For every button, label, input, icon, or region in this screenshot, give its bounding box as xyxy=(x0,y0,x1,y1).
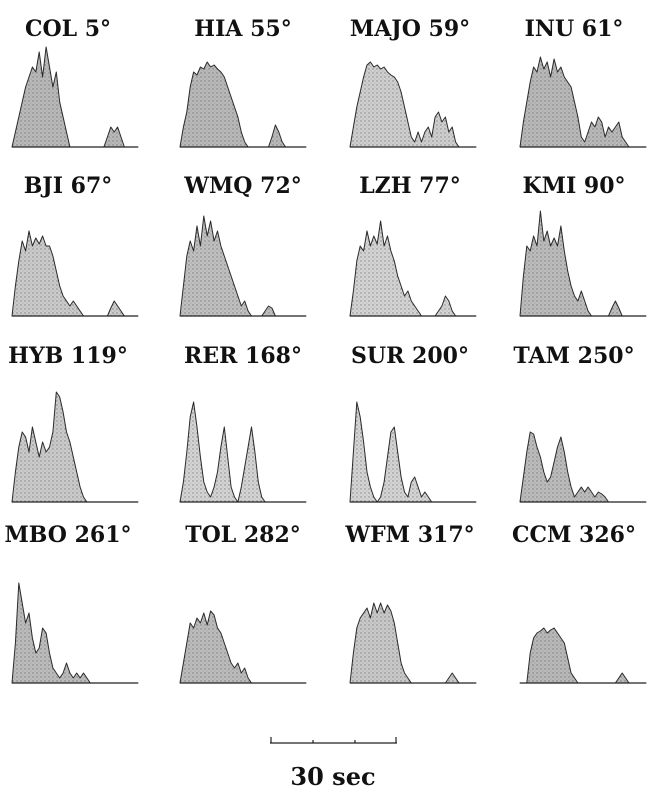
station-label: TOL 282° xyxy=(185,522,301,548)
waveform-area xyxy=(180,611,306,683)
waveform-trace xyxy=(519,431,647,503)
waveform-trace xyxy=(349,220,477,317)
waveform-area xyxy=(180,62,306,147)
station-label: CCM 326° xyxy=(512,522,636,548)
station-label: WFM 317° xyxy=(344,522,474,548)
waveform-trace xyxy=(11,391,139,503)
waveform-trace xyxy=(11,582,139,684)
waveform-area xyxy=(350,603,476,683)
waveform-trace xyxy=(179,401,307,503)
station-panel: COL 5° xyxy=(11,16,139,148)
station-label: MBO 261° xyxy=(4,522,131,548)
station-label: WMQ 72° xyxy=(183,173,302,199)
waveform-trace xyxy=(349,401,477,503)
station-label: SUR 200° xyxy=(351,343,469,369)
station-label: RER 168° xyxy=(184,343,302,369)
station-label: MAJO 59° xyxy=(350,16,470,42)
waveform-area xyxy=(350,62,476,147)
station-panel: WMQ 72° xyxy=(179,173,307,317)
station-panel: HYB 119° xyxy=(8,343,139,503)
waveform-trace xyxy=(179,610,307,684)
waveform-area xyxy=(520,432,646,502)
waveform-trace xyxy=(519,56,647,148)
station-panel: TAM 250° xyxy=(513,343,647,503)
scale-bar-label: 30 sec xyxy=(290,762,375,791)
station-label: KMI 90° xyxy=(522,173,625,199)
station-label: COL 5° xyxy=(25,16,111,42)
waveform-trace xyxy=(179,61,307,148)
waveform-area xyxy=(180,402,306,502)
waveform-trace xyxy=(519,627,647,684)
time-scale-bar: 30 sec xyxy=(270,737,397,791)
station-panel: HIA 55° xyxy=(179,16,307,148)
waveform-area xyxy=(520,57,646,147)
station-panels: COL 5° HIA 55° MAJO 59° INU 61° BJI 67° WMQ 7… xyxy=(4,16,647,684)
station-panel: CCM 326° xyxy=(512,522,647,684)
station-panel: KMI 90° xyxy=(519,173,647,317)
waveform-area xyxy=(12,583,138,683)
station-label: HYB 119° xyxy=(8,343,128,369)
waveform-trace xyxy=(519,210,647,317)
waveform-trace xyxy=(349,61,477,148)
station-panel: BJI 67° xyxy=(11,173,139,317)
waveform-area xyxy=(12,392,138,502)
waveform-area xyxy=(180,216,306,316)
station-panel: WFM 317° xyxy=(344,522,477,684)
waveform-trace xyxy=(11,46,139,148)
station-label: BJI 67° xyxy=(24,173,113,199)
station-label: INU 61° xyxy=(525,16,624,42)
station-panel: MBO 261° xyxy=(4,522,139,684)
waveform-trace xyxy=(11,230,139,317)
waveform-trace xyxy=(349,602,477,684)
waveform-area xyxy=(350,221,476,316)
waveform-area xyxy=(350,402,476,502)
station-panel: TOL 282° xyxy=(179,522,307,684)
station-label: TAM 250° xyxy=(513,343,634,369)
station-panel: MAJO 59° xyxy=(349,16,477,148)
station-panel: INU 61° xyxy=(519,16,647,148)
station-label: LZH 77° xyxy=(359,173,461,199)
waveform-trace xyxy=(179,215,307,317)
station-panel: RER 168° xyxy=(179,343,307,503)
waveform-area xyxy=(520,211,646,316)
waveform-area xyxy=(12,231,138,316)
station-panel: SUR 200° xyxy=(349,343,477,503)
waveform-area xyxy=(520,628,646,683)
station-label: HIA 55° xyxy=(194,16,291,42)
station-panel: LZH 77° xyxy=(349,173,477,317)
